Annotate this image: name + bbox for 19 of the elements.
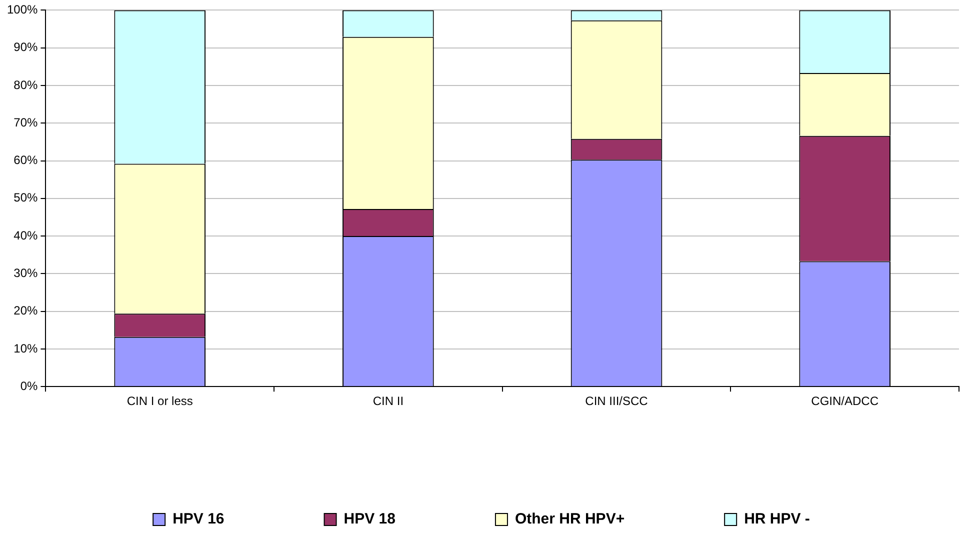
y-tick-label: 20% [14, 304, 38, 318]
y-tick-label: 0% [20, 378, 38, 393]
legend-label: Other HR HPV+ [514, 510, 625, 528]
x-tick-label: CIN III/SCC [585, 394, 648, 408]
y-tick-label: 100% [6, 2, 38, 17]
x-tick-label: CIN II [372, 394, 404, 408]
y-tick-label: 60% [14, 153, 38, 168]
y-tick-label: 80% [14, 78, 38, 92]
y-tick-label: 70% [14, 115, 38, 130]
legend-label: HR HPV - [744, 510, 810, 528]
legend-label: HPV 18 [344, 510, 396, 528]
x-tick-label: CIN I or less [126, 394, 193, 408]
y-tick-label: 10% [14, 341, 38, 356]
y-tick-label: 40% [14, 228, 38, 242]
y-tick-label: 30% [14, 266, 38, 280]
y-tick-label: 90% [14, 40, 38, 54]
y-tick-label: 50% [14, 190, 38, 205]
legend-label: HPV 16 [172, 510, 224, 528]
x-tick-label: CGIN/ADCC [811, 394, 879, 408]
